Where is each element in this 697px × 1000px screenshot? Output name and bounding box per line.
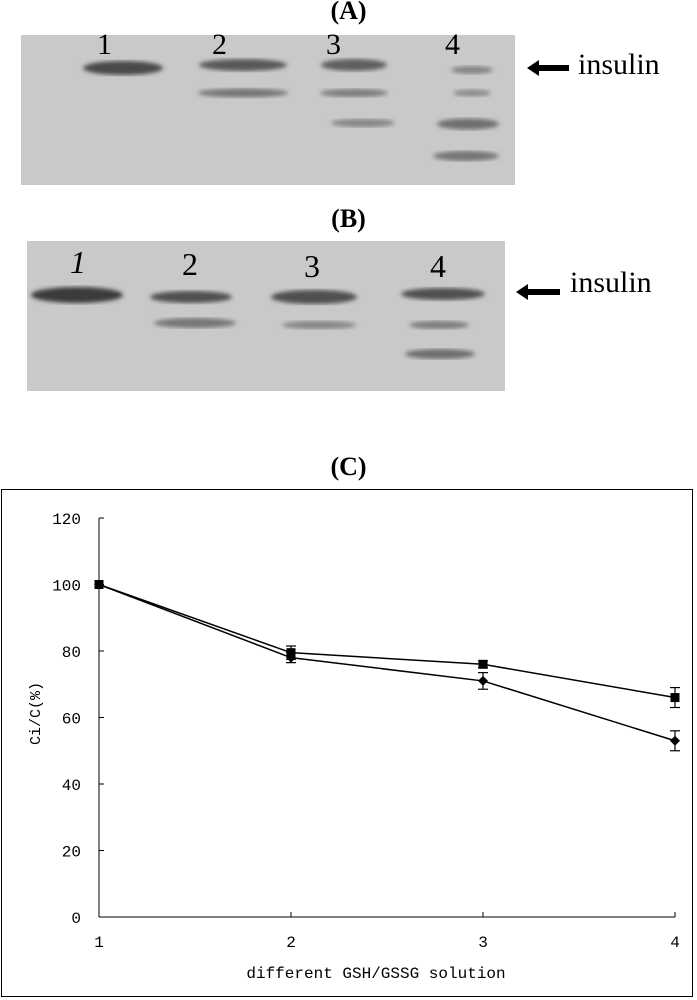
gel-b-band — [31, 287, 123, 303]
y-tick-label: 0 — [71, 910, 81, 928]
gel-b-lane-label: 2 — [182, 246, 198, 282]
gel-b-lane-label: 1 — [70, 244, 86, 280]
insulin-arrow-icon — [527, 60, 569, 76]
gel-a-band — [451, 66, 493, 74]
insulin-arrow-icon — [516, 284, 560, 300]
y-axis-label: Ci/C(%) — [28, 682, 45, 745]
x-tick-label: 4 — [670, 934, 680, 952]
gel-b-band — [282, 321, 356, 329]
y-tick-label: 80 — [62, 644, 81, 662]
y-tick-label: 60 — [62, 711, 81, 729]
gel-a-band — [198, 88, 288, 98]
gel-a-band — [320, 89, 388, 97]
x-tick-label: 2 — [286, 934, 296, 952]
gel-b-band — [154, 318, 236, 328]
x-axis-label: different GSH/GSSG solution — [246, 965, 505, 983]
data-point — [670, 693, 680, 703]
gel-a-lane-label: 3 — [326, 28, 341, 61]
panel-c-label: (C) — [330, 452, 367, 481]
data-point — [478, 675, 488, 686]
chart-frame — [1, 489, 693, 997]
series-line — [98, 583, 676, 699]
panel-a-label: (A) — [330, 0, 367, 25]
gel-b-marker-label: insulin — [570, 266, 652, 299]
gel-b-band — [401, 288, 485, 300]
gel-a-band — [199, 59, 287, 71]
series-1 — [94, 580, 680, 709]
gel-a-lane-label: 4 — [445, 28, 460, 61]
data-point — [670, 735, 680, 746]
x-tick-label: 1 — [94, 934, 104, 952]
panel-b-label: (B) — [331, 204, 366, 233]
gel-a-band — [83, 61, 163, 75]
gel-b-band — [150, 291, 232, 303]
data-point — [286, 652, 296, 663]
series-2 — [94, 579, 680, 752]
gel-a-band — [453, 89, 491, 97]
y-tick-label: 40 — [62, 777, 81, 795]
gel-b-band — [409, 321, 469, 329]
gel-b-band — [405, 349, 475, 359]
gel-b-band — [271, 290, 357, 304]
gel-a-band — [331, 119, 395, 127]
gel-a-band — [433, 151, 499, 161]
gel-b-lane-label: 4 — [430, 248, 446, 284]
y-tick-label: 100 — [52, 578, 81, 596]
data-point — [478, 659, 488, 669]
series-line — [98, 583, 676, 742]
y-tick-label: 20 — [62, 844, 81, 862]
gel-b — [27, 241, 505, 391]
gel-b-background — [27, 241, 505, 391]
gel-a-lane-label: 1 — [97, 28, 112, 61]
gel-a — [21, 35, 515, 185]
y-tick-label: 120 — [52, 511, 81, 529]
gel-a-lane-label: 2 — [212, 28, 227, 61]
line-chart: 0 20 40 60 80 100 120 1 2 3 4 different GSH/GSSG so… — [28, 511, 680, 983]
gel-a-band — [437, 118, 499, 130]
x-tick-label: 3 — [478, 934, 488, 952]
gel-a-marker-label: insulin — [578, 48, 660, 81]
gel-a-band — [321, 59, 387, 71]
gel-b-lane-label: 3 — [304, 248, 320, 284]
data-point — [94, 579, 104, 590]
gel-a-background — [21, 35, 515, 185]
